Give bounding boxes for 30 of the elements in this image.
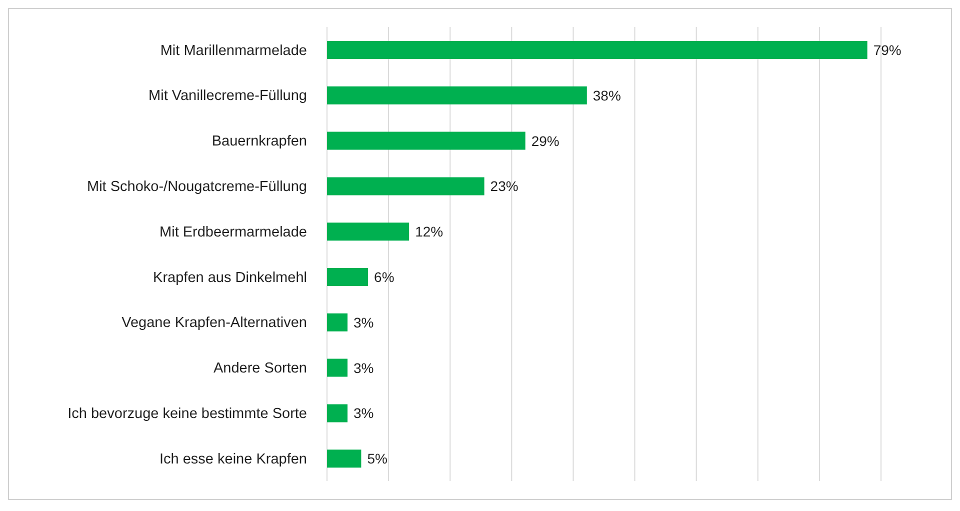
bar	[327, 41, 868, 59]
bar	[327, 86, 587, 104]
bar	[327, 404, 348, 422]
data-label: 5%	[367, 450, 388, 467]
y-tick-label: Krapfen aus Dinkelmehl	[153, 270, 307, 286]
bar	[327, 358, 348, 377]
y-tick-label: Andere Sorten	[213, 360, 307, 377]
y-tick-label: Mit Marillenmarmelade	[160, 42, 307, 59]
y-tick-label: Mit Erdbeermarmelade	[160, 224, 307, 240]
bar	[327, 177, 484, 196]
data-label: 79%	[873, 42, 902, 58]
data-label: 12%	[415, 224, 444, 240]
y-tick-label: Ich bevorzuge keine bestimmte Sorte	[68, 406, 307, 422]
data-label: 3%	[354, 360, 374, 376]
y-tick-label: Vegane Krapfen-Alternativen	[122, 315, 307, 332]
data-label: 38%	[592, 87, 621, 104]
data-label: 6%	[374, 268, 394, 285]
y-tick-label: Mit Schoko-/Nougatcreme-Füllung	[86, 179, 307, 196]
bar	[327, 132, 526, 150]
data-label: 3%	[354, 405, 374, 422]
data-label: 3%	[354, 314, 374, 330]
bar	[327, 450, 362, 468]
bar	[327, 268, 368, 286]
bar	[327, 222, 410, 241]
y-tick-label: Mit Vanillecreme-Füllung	[148, 88, 307, 104]
y-tick-label: Bauernkrapfen	[212, 134, 307, 150]
bar	[327, 313, 348, 332]
data-label: 23%	[490, 178, 518, 194]
y-tick-label: Ich esse keine Krapfen	[159, 451, 307, 468]
data-label: 29%	[531, 132, 560, 149]
